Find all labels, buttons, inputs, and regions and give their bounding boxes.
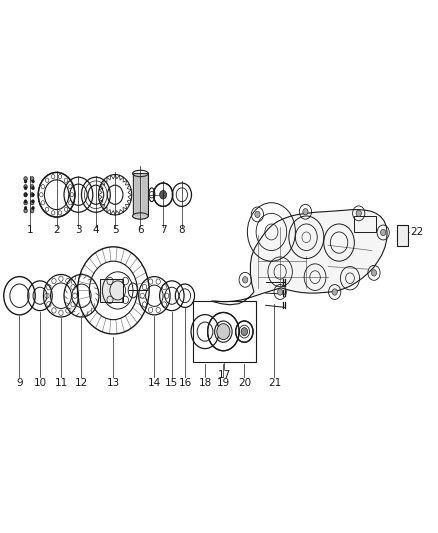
Circle shape xyxy=(332,289,337,295)
Circle shape xyxy=(255,211,260,217)
Circle shape xyxy=(24,192,27,197)
Text: 7: 7 xyxy=(160,225,166,235)
Bar xyxy=(100,279,123,302)
Circle shape xyxy=(24,206,27,209)
Circle shape xyxy=(24,193,27,196)
Circle shape xyxy=(278,289,283,295)
Bar xyxy=(133,173,148,216)
Circle shape xyxy=(303,208,308,215)
Ellipse shape xyxy=(133,213,148,219)
Circle shape xyxy=(243,277,248,283)
Ellipse shape xyxy=(241,328,247,336)
Bar xyxy=(397,225,408,246)
Circle shape xyxy=(32,206,34,209)
Circle shape xyxy=(24,200,27,203)
Circle shape xyxy=(30,192,34,197)
Circle shape xyxy=(32,200,34,203)
Circle shape xyxy=(24,187,27,190)
Text: 18: 18 xyxy=(198,377,212,387)
Bar xyxy=(354,216,376,232)
Text: 15: 15 xyxy=(165,377,178,387)
Circle shape xyxy=(30,176,34,181)
Circle shape xyxy=(24,176,27,181)
Circle shape xyxy=(371,270,377,276)
Polygon shape xyxy=(211,209,387,305)
Text: 21: 21 xyxy=(268,377,281,387)
Bar xyxy=(193,301,256,362)
Text: 3: 3 xyxy=(75,225,82,235)
Circle shape xyxy=(32,187,34,190)
Circle shape xyxy=(30,200,34,205)
Text: 22: 22 xyxy=(410,227,424,237)
Text: 4: 4 xyxy=(92,225,99,235)
Text: 11: 11 xyxy=(54,377,67,387)
Ellipse shape xyxy=(159,190,166,199)
Text: 12: 12 xyxy=(75,377,88,387)
Text: 5: 5 xyxy=(112,225,118,235)
Ellipse shape xyxy=(217,324,230,340)
Text: 8: 8 xyxy=(179,225,185,235)
Circle shape xyxy=(24,200,27,205)
Text: 2: 2 xyxy=(53,225,60,235)
Circle shape xyxy=(24,208,27,213)
Circle shape xyxy=(24,180,27,183)
Text: 17: 17 xyxy=(218,369,231,379)
Text: 1: 1 xyxy=(27,225,33,235)
Text: 13: 13 xyxy=(107,377,120,387)
Text: 6: 6 xyxy=(137,225,144,235)
Circle shape xyxy=(356,210,361,216)
Circle shape xyxy=(32,193,34,196)
Circle shape xyxy=(381,229,386,236)
Text: 9: 9 xyxy=(16,377,23,387)
Circle shape xyxy=(30,208,34,213)
Text: 20: 20 xyxy=(238,377,251,387)
Text: 19: 19 xyxy=(217,377,230,387)
Circle shape xyxy=(24,184,27,189)
Circle shape xyxy=(32,180,34,183)
Text: 14: 14 xyxy=(148,377,161,387)
Circle shape xyxy=(30,184,34,189)
Text: 16: 16 xyxy=(178,377,191,387)
Text: 10: 10 xyxy=(33,377,46,387)
